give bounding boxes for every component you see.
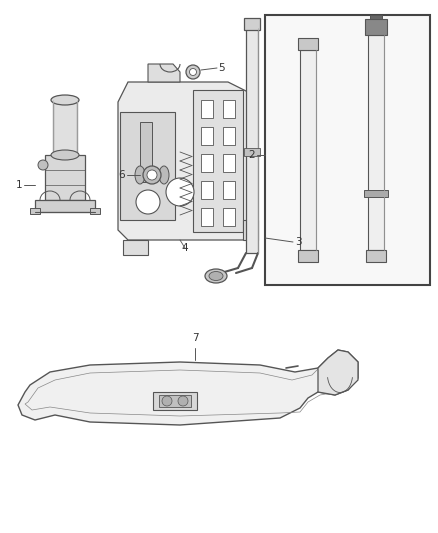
Bar	[298, 38, 318, 50]
Bar	[201, 181, 213, 199]
Polygon shape	[148, 64, 180, 82]
Bar	[300, 50, 316, 250]
Polygon shape	[118, 82, 248, 240]
Bar	[298, 250, 318, 262]
Text: 4: 4	[182, 243, 188, 253]
Bar	[159, 395, 191, 407]
Bar	[223, 181, 235, 199]
Bar	[223, 100, 235, 118]
Bar	[366, 250, 386, 262]
Circle shape	[178, 396, 188, 406]
Bar	[365, 19, 387, 35]
Bar	[140, 122, 152, 182]
Bar	[223, 208, 235, 226]
Ellipse shape	[135, 166, 145, 184]
Polygon shape	[318, 350, 358, 395]
Text: 1: 1	[15, 180, 22, 190]
Circle shape	[136, 190, 160, 214]
Text: 7: 7	[192, 333, 198, 343]
Ellipse shape	[51, 150, 79, 160]
Text: 2: 2	[248, 150, 255, 160]
Bar	[90, 208, 100, 214]
Polygon shape	[243, 220, 258, 240]
Ellipse shape	[209, 271, 223, 280]
Bar	[244, 148, 260, 156]
Circle shape	[143, 166, 161, 184]
Circle shape	[162, 396, 172, 406]
Circle shape	[190, 69, 197, 76]
Bar	[244, 18, 260, 30]
Bar	[120, 112, 175, 220]
Bar	[153, 392, 197, 410]
Polygon shape	[123, 240, 148, 255]
Bar	[53, 100, 77, 155]
Text: 6: 6	[118, 170, 125, 180]
Circle shape	[186, 65, 200, 79]
Bar	[223, 127, 235, 145]
Ellipse shape	[159, 166, 169, 184]
Bar	[201, 100, 213, 118]
Circle shape	[147, 170, 157, 180]
Bar	[368, 35, 384, 250]
Bar	[35, 200, 95, 212]
Bar	[30, 208, 40, 214]
Bar	[364, 190, 388, 197]
Bar	[193, 90, 243, 232]
Bar	[201, 208, 213, 226]
Ellipse shape	[205, 269, 227, 283]
Circle shape	[166, 178, 194, 206]
Ellipse shape	[51, 95, 79, 105]
Bar	[201, 154, 213, 172]
Text: 3: 3	[295, 237, 302, 247]
Bar	[201, 127, 213, 145]
Bar	[223, 154, 235, 172]
Bar	[265, 15, 430, 285]
Bar	[370, 15, 382, 19]
Text: 5: 5	[218, 63, 225, 73]
Polygon shape	[18, 350, 358, 425]
Circle shape	[38, 160, 48, 170]
Bar	[246, 28, 258, 253]
Bar	[45, 155, 85, 200]
